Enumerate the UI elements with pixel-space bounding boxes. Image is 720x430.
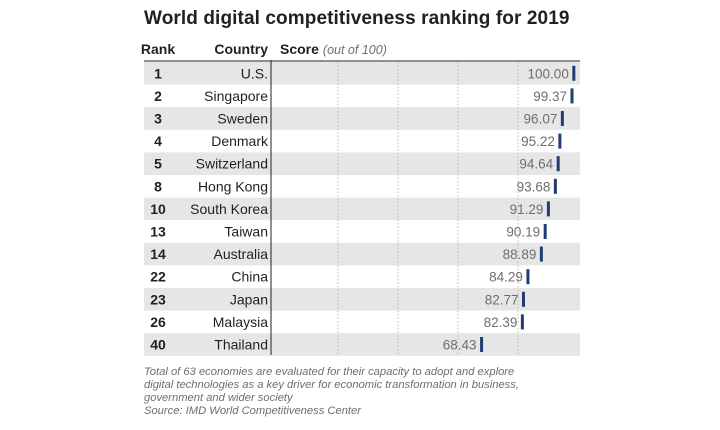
country-label: Thailand bbox=[214, 337, 268, 353]
row-stripe bbox=[144, 62, 580, 85]
row-stripe bbox=[144, 197, 580, 221]
country-header: Country bbox=[214, 41, 268, 57]
score-marker bbox=[526, 269, 530, 285]
country-label: U.S. bbox=[241, 65, 268, 81]
rank-label: 13 bbox=[150, 224, 166, 240]
score-header-note: (out of 100) bbox=[323, 43, 387, 57]
country-label: Japan bbox=[230, 291, 268, 307]
footnote-line-2: digital technologies as a key driver for… bbox=[144, 379, 519, 391]
country-label: China bbox=[231, 269, 268, 285]
rank-label: 1 bbox=[154, 65, 162, 81]
table-row: 1 U.S. 100.00 bbox=[154, 65, 576, 81]
rank-label: 2 bbox=[154, 88, 162, 104]
table-row: 26 Malaysia 82.39 bbox=[150, 314, 524, 330]
table-row: 8 Hong Kong 93.68 bbox=[154, 178, 557, 194]
score-value-label: 99.37 bbox=[533, 89, 567, 104]
score-header-label: Score bbox=[280, 41, 319, 57]
score-marker bbox=[521, 291, 525, 307]
score-value-label: 100.00 bbox=[528, 66, 569, 81]
rank-label: 22 bbox=[150, 269, 166, 285]
score-value-label: 88.89 bbox=[503, 247, 537, 262]
table-row: 22 China 84.29 bbox=[150, 269, 530, 285]
row-stripe bbox=[144, 107, 580, 130]
score-value-label: 68.43 bbox=[443, 338, 477, 353]
row-stripes bbox=[144, 62, 580, 356]
score-marker bbox=[546, 201, 550, 217]
score-value-label: 91.29 bbox=[510, 202, 544, 217]
rank-label: 8 bbox=[154, 178, 162, 194]
score-value-label: 90.19 bbox=[506, 225, 540, 240]
table-row: 10 South Korea 91.29 bbox=[150, 201, 550, 217]
row-stripe bbox=[144, 242, 580, 266]
rank-label: 3 bbox=[154, 111, 162, 127]
source-note: Source: IMD World Competitiveness Center bbox=[144, 405, 361, 417]
score-value-label: 96.07 bbox=[524, 112, 558, 127]
score-marker bbox=[543, 224, 547, 239]
table-row: 3 Sweden 96.07 bbox=[154, 111, 564, 127]
score-marker bbox=[553, 178, 557, 194]
score-value-label: 84.29 bbox=[489, 270, 523, 285]
score-value-label: 82.39 bbox=[484, 315, 518, 330]
score-marker bbox=[570, 88, 574, 104]
rank-header: Rank bbox=[141, 41, 175, 57]
score-marker bbox=[558, 133, 562, 149]
score-marker bbox=[520, 314, 524, 330]
score-header: Score (out of 100) bbox=[280, 41, 387, 57]
footnote: Total of 63 economies are evaluated for … bbox=[144, 366, 584, 418]
table-row: 4 Denmark 95.22 bbox=[154, 133, 562, 149]
rank-label: 40 bbox=[150, 337, 166, 353]
country-label: South Korea bbox=[190, 201, 268, 217]
row-stripe bbox=[144, 333, 580, 356]
rank-label: 26 bbox=[150, 314, 166, 330]
country-label: Taiwan bbox=[224, 224, 268, 240]
chart-title: World digital competitiveness ranking fo… bbox=[144, 8, 570, 29]
score-marker bbox=[480, 337, 484, 352]
row-stripe bbox=[144, 288, 580, 311]
country-label: Switzerland bbox=[196, 156, 268, 172]
table-row: 14 Australia 88.89 bbox=[150, 246, 543, 262]
country-label: Denmark bbox=[211, 133, 269, 149]
score-value-label: 95.22 bbox=[521, 134, 555, 149]
country-label: Sweden bbox=[217, 111, 268, 127]
country-label: Australia bbox=[214, 246, 269, 262]
rank-label: 4 bbox=[154, 133, 162, 149]
table-row: 13 Taiwan 90.19 bbox=[150, 224, 547, 240]
rank-label: 23 bbox=[150, 291, 166, 307]
table-row: 40 Thailand 68.43 bbox=[150, 337, 484, 353]
score-marker bbox=[556, 156, 560, 172]
footnote-line-1: Total of 63 economies are evaluated for … bbox=[144, 366, 515, 378]
rank-label: 14 bbox=[150, 246, 166, 262]
country-label: Malaysia bbox=[213, 314, 268, 330]
score-value-label: 82.77 bbox=[485, 292, 519, 307]
score-value-label: 93.68 bbox=[517, 179, 551, 194]
rank-label: 10 bbox=[150, 201, 166, 217]
score-value-label: 94.64 bbox=[519, 157, 553, 172]
score-marker bbox=[572, 65, 576, 81]
row-stripe bbox=[144, 152, 580, 175]
footnote-line-3: government and wider society bbox=[144, 392, 293, 404]
table-row: 2 Singapore 99.37 bbox=[154, 88, 574, 104]
country-label: Hong Kong bbox=[198, 178, 268, 194]
rank-label: 5 bbox=[154, 156, 162, 172]
rows: 1 U.S. 100.00 2 Singapore 99.37 3 Sweden 96.07 4 D… bbox=[150, 65, 576, 353]
score-marker bbox=[560, 111, 564, 126]
score-marker bbox=[539, 246, 543, 262]
table-row: 5 Switzerland 94.64 bbox=[154, 156, 560, 172]
table-row: 23 Japan 82.77 bbox=[150, 291, 525, 307]
country-label: Singapore bbox=[204, 88, 268, 104]
